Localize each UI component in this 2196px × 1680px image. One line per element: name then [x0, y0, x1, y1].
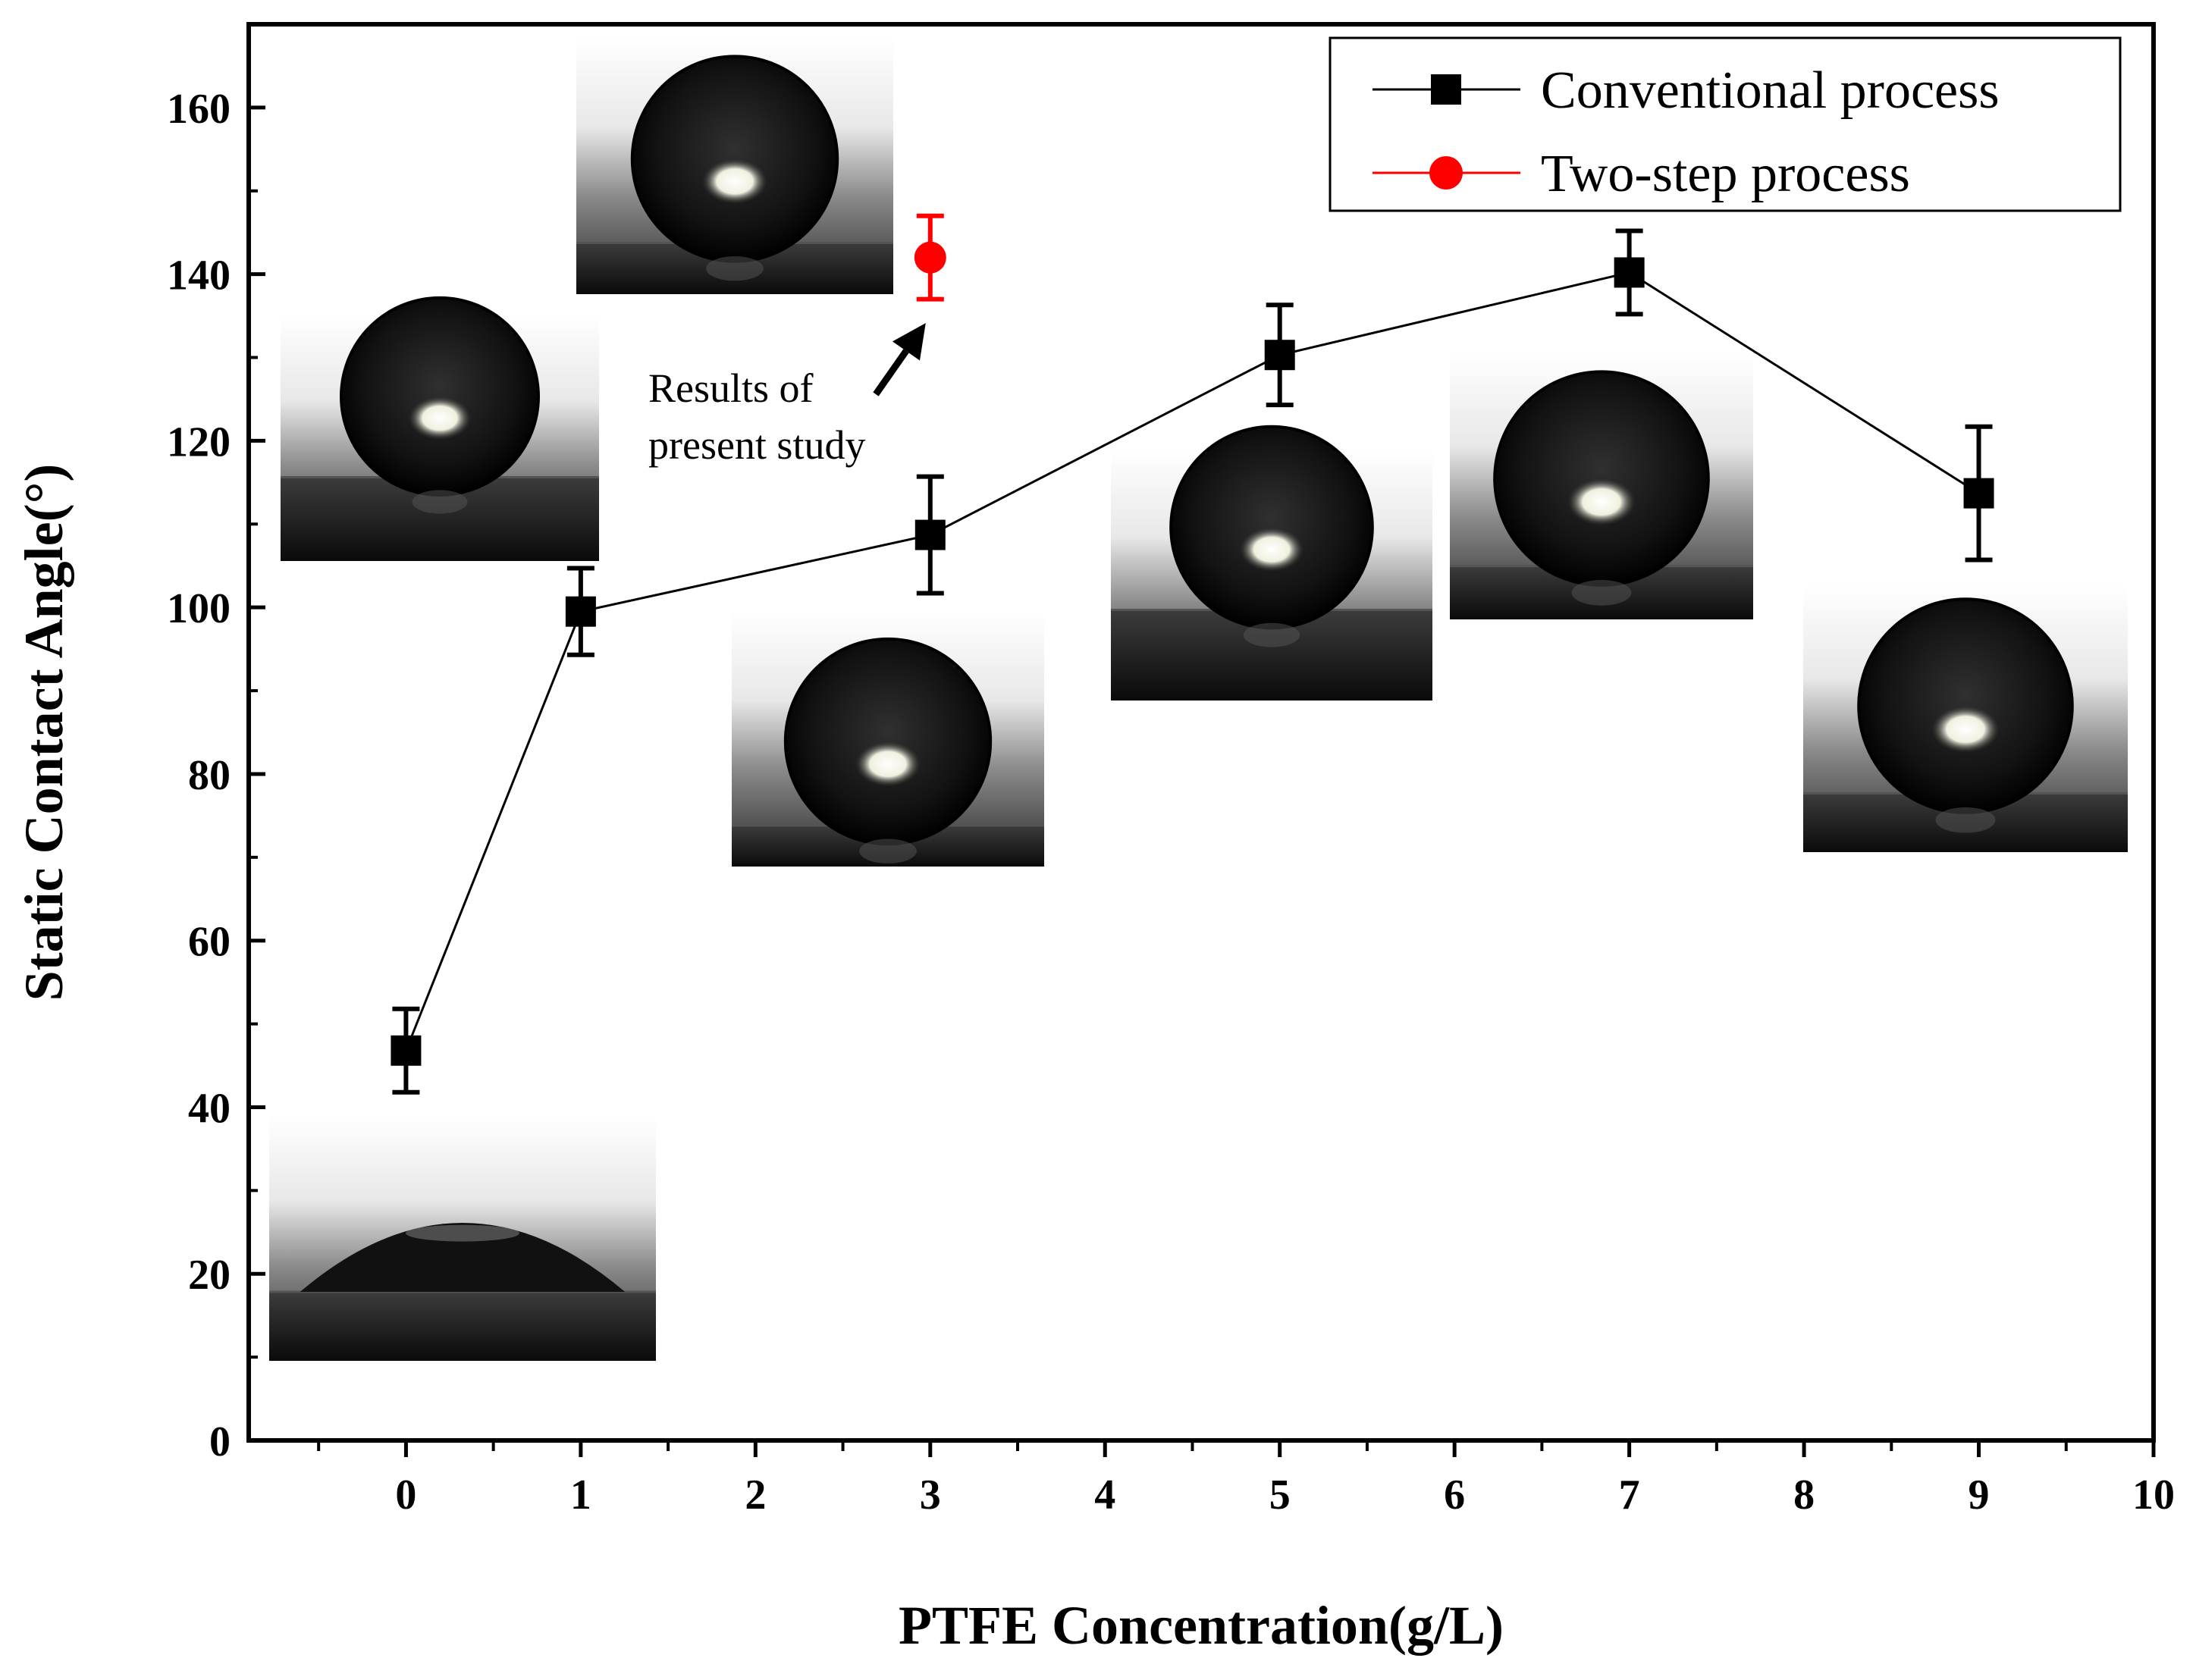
droplet-reflection — [1243, 622, 1300, 647]
droplet-highlight — [855, 741, 921, 787]
droplet-reflection — [706, 255, 764, 281]
droplet-photo-3gL — [732, 610, 1044, 867]
legend: Conventional process Two-step process — [1329, 36, 2122, 212]
y-tick-label: 60 — [188, 919, 231, 966]
droplet-highlight — [1567, 478, 1636, 526]
data-series — [391, 213, 1994, 1095]
droplet — [630, 55, 839, 263]
legend-label-two-step: Two-step process — [1541, 145, 1910, 203]
data-point — [1963, 478, 1994, 509]
droplet-reflection — [1935, 807, 1996, 833]
y-tick-label: 40 — [188, 1085, 231, 1132]
y-tick-label: 100 — [167, 585, 231, 632]
x-tick-label: 0 — [395, 1472, 416, 1519]
y-tick-label: 160 — [167, 86, 231, 133]
series-two-step-process — [914, 213, 946, 302]
droplet-highlight — [1931, 706, 2000, 754]
droplet — [300, 1223, 626, 1292]
legend-marker-circle — [1429, 156, 1463, 190]
series-line — [405, 271, 1980, 1052]
data-point — [914, 241, 946, 274]
annotation: Results of present study — [648, 323, 926, 468]
droplet-photo-5gL — [1111, 425, 1432, 701]
droplet-highlight — [1239, 527, 1304, 572]
droplet-photo-9gL — [1803, 585, 2128, 852]
y-tick-label: 80 — [188, 752, 231, 799]
annotation-line-1: Results of — [648, 365, 814, 411]
x-axis-title: PTFE Concentration(g/L) — [899, 1595, 1504, 1656]
annotation-arrow — [873, 349, 909, 396]
inset-photos — [269, 38, 2128, 1361]
x-tick-label: 2 — [745, 1472, 766, 1519]
data-point — [391, 1035, 422, 1066]
data-point — [1614, 257, 1645, 288]
x-tick-label: 1 — [570, 1472, 591, 1519]
droplet-photo-1gL — [281, 296, 599, 561]
x-tick-label: 7 — [1619, 1472, 1640, 1519]
y-axis-title: Static Contact Angle(°) — [14, 464, 74, 1001]
data-point — [914, 519, 946, 550]
legend-label-conventional: Conventional process — [1541, 61, 2000, 120]
data-point — [565, 596, 596, 627]
droplet-reflection — [412, 490, 468, 514]
droplet-highlight — [408, 396, 472, 440]
x-tick-label: 5 — [1269, 1472, 1291, 1519]
droplet-reflection — [1571, 579, 1632, 606]
x-tick-label: 3 — [920, 1472, 941, 1519]
droplet-reflection — [859, 838, 917, 864]
axis-ticks: 0 20 40 60 80 100 120 140 160 0 1 2 3 4 5 6 7 8 9 10 — [167, 86, 2175, 1519]
y-tick-label: 0 — [209, 1418, 231, 1465]
droplet — [1857, 597, 2074, 814]
droplet-highlight — [406, 1224, 519, 1242]
droplet-photo-0gL — [269, 1114, 656, 1361]
x-tick-label: 4 — [1094, 1472, 1115, 1519]
data-point — [1264, 340, 1295, 371]
x-tick-label: 6 — [1444, 1472, 1465, 1519]
annotation-arrow-head — [892, 323, 926, 361]
substrate — [269, 1292, 656, 1361]
droplet — [1493, 370, 1710, 587]
droplet — [1169, 425, 1374, 630]
y-tick-label: 140 — [167, 252, 231, 299]
x-tick-label: 9 — [1969, 1472, 1990, 1519]
annotation-line-2: present study — [648, 422, 865, 468]
droplet-highlight — [701, 158, 768, 205]
plot-frame — [246, 22, 2156, 1443]
x-tick-label: 10 — [2132, 1472, 2175, 1519]
legend-marker-square — [1431, 74, 1461, 105]
y-tick-label: 20 — [188, 1252, 231, 1299]
droplet-photo-two-step — [576, 38, 893, 294]
y-tick-label: 120 — [167, 418, 231, 465]
series-conventional-process — [391, 228, 1994, 1095]
legend-box — [1329, 36, 2122, 212]
droplet-photo-7gL — [1450, 353, 1753, 619]
x-tick-label: 8 — [1793, 1472, 1815, 1519]
